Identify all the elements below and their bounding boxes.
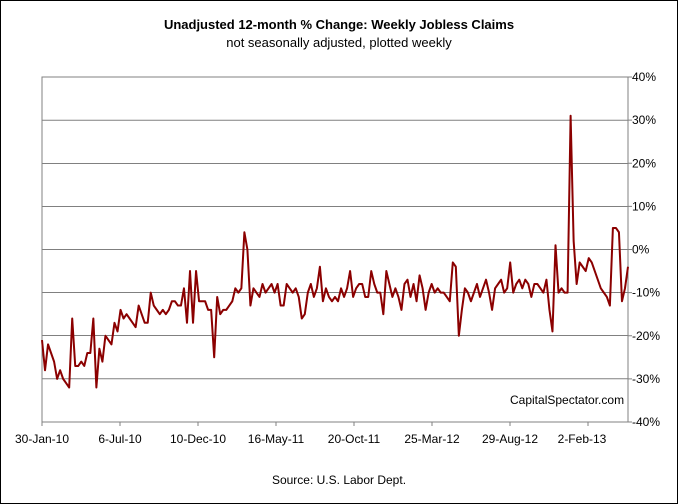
source-note: Source: U.S. Labor Dept.	[271, 473, 407, 487]
y-tick-label: 20%	[632, 156, 656, 170]
watermark-label: CapitalSpectator.com	[510, 393, 624, 407]
x-tick-label: 25-Mar-12	[404, 432, 460, 446]
chart-subtitle: not seasonally adjusted, plotted weekly	[226, 35, 452, 50]
y-tick-label: 10%	[632, 199, 656, 213]
y-tick-label: 40%	[632, 70, 656, 84]
x-tick-label: 30-Jan-10	[15, 432, 69, 446]
chart-title: Unadjusted 12-month % Change: Weekly Job…	[163, 17, 515, 32]
y-tick-label: -40%	[632, 415, 660, 429]
y-tick-label: -20%	[632, 329, 660, 343]
series-line	[41, 114, 629, 389]
x-tick-label: 10-Dec-10	[170, 432, 226, 446]
x-tick-label: 6-Jul-10	[98, 432, 142, 446]
x-tick-label: 16-May-11	[248, 432, 305, 446]
x-tick-label: 2-Feb-13	[558, 432, 607, 446]
x-tick-label: 29-Aug-12	[482, 432, 538, 446]
y-tick-label: -30%	[632, 372, 660, 386]
y-tick-label: 30%	[632, 113, 656, 127]
y-axis-ticks: 40% 30% 20% 10% 0% -10% -20% -30% -40%	[628, 70, 660, 429]
x-axis-ticks: 30-Jan-10 6-Jul-10 10-Dec-10 16-May-11 20-Oc…	[15, 422, 607, 446]
gridlines	[42, 119, 628, 380]
y-tick-label: 0%	[632, 243, 650, 257]
y-tick-label: -10%	[632, 286, 660, 300]
x-tick-label: 20-Oct-11	[328, 432, 381, 446]
